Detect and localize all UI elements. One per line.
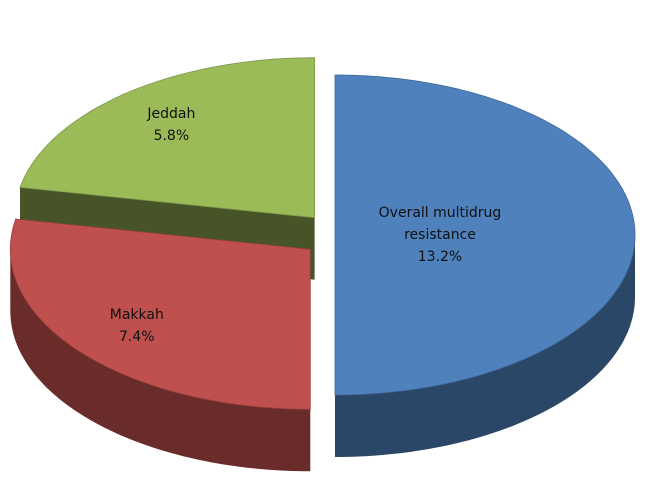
slice-label: Overall multidrug resistance: [378, 205, 502, 243]
slice-value: 13.2%: [417, 249, 463, 265]
slice: [334, 74, 636, 396]
slice: [19, 57, 315, 219]
slice-label: Makkah: [109, 306, 164, 323]
slice-label: Jeddah: [147, 106, 196, 123]
slice-value: 5.8%: [153, 128, 190, 145]
slice-side: [10, 249, 311, 472]
slice: [9, 218, 311, 410]
slice-side: [335, 235, 635, 457]
slice-value: 7.4%: [119, 328, 155, 345]
